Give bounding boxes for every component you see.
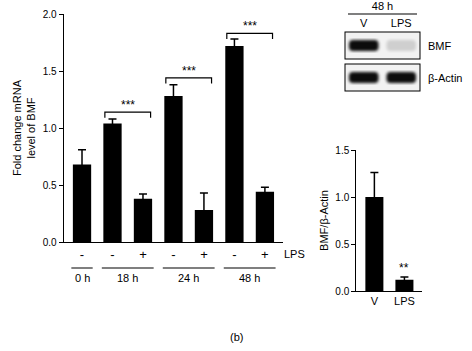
svg-text:+: + xyxy=(139,247,147,262)
svg-text:V: V xyxy=(360,17,368,29)
svg-text:0 h: 0 h xyxy=(75,272,90,284)
svg-text:2.0: 2.0 xyxy=(43,9,57,20)
svg-text:1.0: 1.0 xyxy=(43,123,57,134)
svg-text:LPS: LPS xyxy=(284,248,305,260)
svg-text:48 h: 48 h xyxy=(239,272,260,284)
svg-text:V: V xyxy=(371,295,379,307)
svg-text:BMF: BMF xyxy=(428,40,452,52)
svg-text:24 h: 24 h xyxy=(178,272,199,284)
svg-text:+: + xyxy=(200,247,208,262)
svg-text:-: - xyxy=(171,247,175,262)
svg-text:***: *** xyxy=(121,98,135,112)
svg-text:**: ** xyxy=(399,261,409,275)
svg-text:0.0: 0.0 xyxy=(335,286,349,297)
svg-text:1.0: 1.0 xyxy=(335,192,349,203)
svg-text:-: - xyxy=(232,247,236,262)
svg-text:BMF/β-Actin: BMF/β-Actin xyxy=(318,190,330,251)
svg-text:-: - xyxy=(110,247,114,262)
svg-text:-: - xyxy=(80,247,84,262)
svg-text:***: *** xyxy=(182,64,196,78)
svg-text:0.5: 0.5 xyxy=(335,239,349,250)
svg-text:+: + xyxy=(261,247,269,262)
svg-text:1.5: 1.5 xyxy=(335,145,349,156)
svg-text:LPS: LPS xyxy=(391,17,412,29)
svg-text:***: *** xyxy=(243,19,257,33)
svg-text:1.5: 1.5 xyxy=(43,66,57,77)
svg-text:β-Actin: β-Actin xyxy=(428,72,462,84)
svg-text:Fold change mRNAlevel of BMF: Fold change mRNAlevel of BMF xyxy=(11,79,37,176)
svg-text:LPS: LPS xyxy=(394,295,415,307)
svg-text:0.5: 0.5 xyxy=(43,180,57,191)
svg-text:18 h: 18 h xyxy=(117,272,138,284)
svg-text:48 h: 48 h xyxy=(372,0,393,12)
svg-text:0.0: 0.0 xyxy=(43,237,57,248)
svg-text:(b): (b) xyxy=(230,331,243,343)
